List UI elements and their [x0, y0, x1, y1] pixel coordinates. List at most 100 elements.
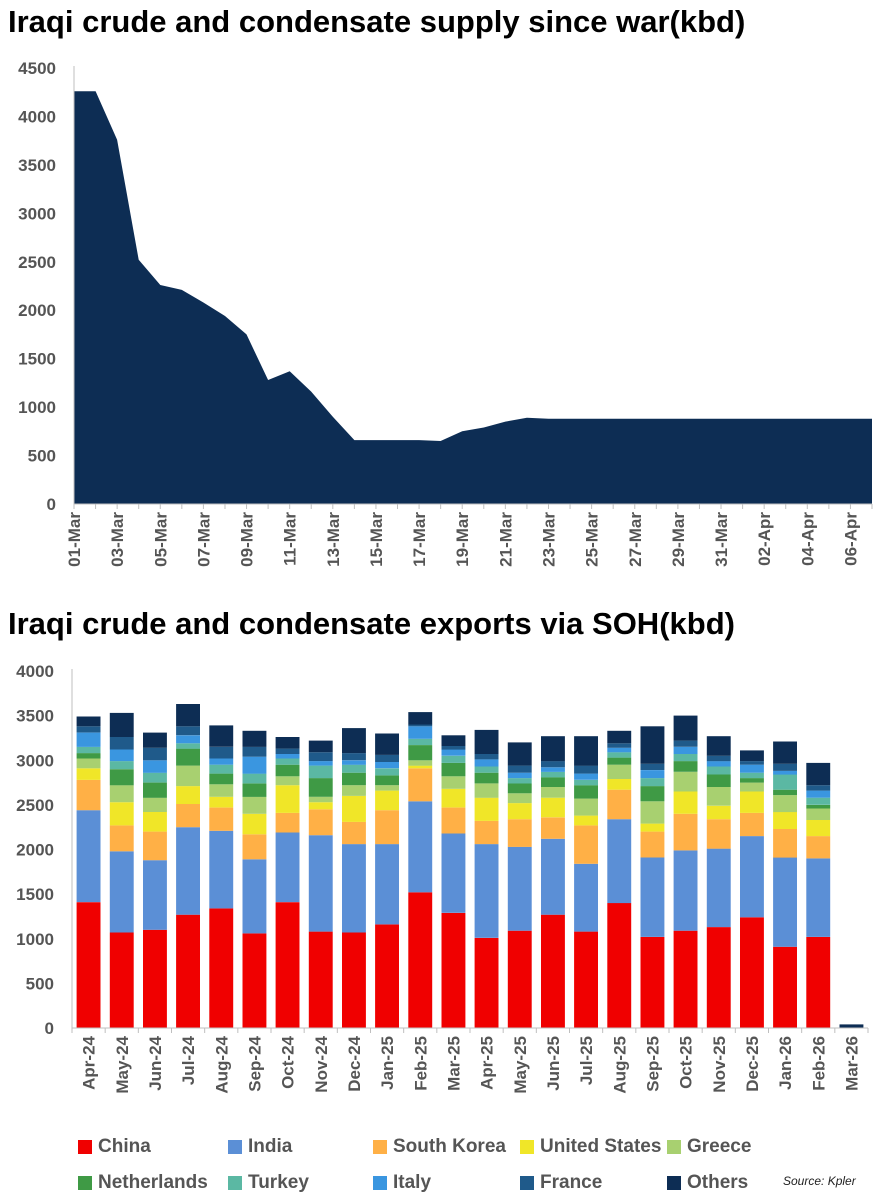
x-tick-label: 06-Apr — [841, 512, 860, 566]
bar-segment-france — [242, 746, 267, 757]
bar-segment-italy — [209, 758, 234, 765]
bar-segment-greece — [706, 787, 731, 806]
x-tick-label: May-24 — [113, 1035, 132, 1093]
legend-label: Turkey — [248, 1172, 309, 1193]
bar-segment-france — [275, 748, 300, 754]
bar-segment-china — [109, 932, 134, 1028]
bar-segment-greece — [375, 785, 399, 791]
bar-segment-united-states — [408, 765, 433, 769]
bar-segment-netherlands — [673, 761, 698, 772]
bar-segment-netherlands — [76, 753, 101, 759]
bar-segment-turkey — [242, 773, 267, 784]
bar-segment-south-korea — [242, 834, 267, 860]
x-tick-label: Mar-26 — [842, 1036, 861, 1091]
bar-segment-others — [773, 741, 797, 764]
bar-segment-others — [740, 750, 764, 762]
x-tick-label: Mar-25 — [444, 1036, 463, 1091]
x-tick-label: Feb-25 — [411, 1036, 430, 1091]
bar-segment-china — [143, 929, 167, 1028]
bar-segment-greece — [574, 798, 598, 816]
bar-segment-india — [673, 850, 698, 931]
bar-segment-united-states — [76, 768, 101, 780]
bar-segment-others — [607, 730, 632, 744]
legend-item-china: China — [78, 1136, 151, 1158]
bar-segment-china — [773, 946, 797, 1028]
bar-segment-netherlands — [806, 804, 831, 809]
bar-segment-united-states — [275, 785, 300, 813]
y-tick-label: 0 — [47, 495, 56, 514]
bar-segment-china — [242, 933, 267, 1028]
bar-segment-others — [109, 712, 134, 737]
bar-segment-others — [275, 737, 300, 749]
bar-segment-netherlands — [574, 785, 598, 799]
bar-segment-turkey — [209, 764, 234, 774]
bar-segment-netherlands — [408, 745, 433, 761]
bar-segment-france — [640, 763, 665, 770]
legend-swatch — [373, 1176, 387, 1190]
legend-label: South Korea — [393, 1136, 506, 1157]
bar-segment-turkey — [109, 761, 134, 770]
x-tick-label: 19-Mar — [453, 512, 472, 567]
bar-segment-china — [275, 902, 300, 1028]
bar-segment-india — [242, 859, 267, 934]
x-tick-label: Aug-24 — [212, 1035, 231, 1093]
bar-segment-china — [308, 931, 333, 1028]
x-tick-label: 21-Mar — [496, 512, 515, 567]
bar-segment-south-korea — [308, 809, 333, 836]
bar-segment-united-states — [740, 791, 764, 813]
bar-segment-india — [143, 860, 167, 930]
x-tick-label: 25-Mar — [583, 512, 602, 567]
bar-segment-france — [574, 765, 598, 774]
x-tick-label: May-25 — [511, 1036, 530, 1094]
x-tick-label: Dec-24 — [345, 1035, 364, 1091]
bar-segment-netherlands — [706, 774, 731, 787]
legend-item-turkey: Turkey — [228, 1172, 309, 1194]
legend-label: Greece — [687, 1136, 752, 1157]
x-tick-label: Jun-25 — [544, 1036, 563, 1091]
bar-segment-turkey — [574, 779, 598, 786]
x-tick-label: 07-Mar — [194, 512, 213, 567]
bar-segment-south-korea — [408, 768, 433, 802]
bar-segment-others — [574, 736, 598, 766]
bar-segment-netherlands — [740, 778, 764, 783]
legend-swatch — [78, 1140, 92, 1154]
bar-segment-united-states — [441, 788, 466, 808]
bar-segment-france — [474, 754, 499, 760]
supply-area — [74, 91, 872, 505]
bar-segment-netherlands — [109, 769, 134, 786]
bar-segment-netherlands — [541, 777, 565, 787]
y-tick-label: 3500 — [18, 156, 56, 175]
bar-segment-china — [441, 912, 466, 1028]
bar-segment-greece — [275, 776, 300, 786]
bar-segment-italy — [375, 762, 399, 769]
bar-segment-others — [242, 730, 267, 747]
bar-segment-italy — [607, 747, 632, 753]
bar-segment-italy — [109, 749, 134, 762]
legend-label: China — [98, 1136, 151, 1157]
bar-segment-netherlands — [308, 778, 333, 797]
bar-segment-france — [408, 724, 433, 727]
bar-segment-india — [76, 810, 101, 903]
bar-segment-china — [209, 908, 234, 1028]
bar-segment-italy — [441, 749, 466, 756]
legend-swatch — [373, 1140, 387, 1154]
bar-segment-india — [308, 835, 333, 932]
bar-segment-france — [706, 755, 731, 762]
bar-segment-greece — [640, 801, 665, 824]
x-tick-label: 23-Mar — [539, 512, 558, 567]
x-tick-label: Nov-24 — [312, 1035, 331, 1092]
bar-segment-others — [176, 704, 200, 727]
bar-segment-france — [806, 785, 831, 791]
bar-segment-greece — [441, 776, 466, 789]
legend-swatch — [520, 1140, 534, 1154]
bar-segment-south-korea — [76, 779, 101, 811]
bar-segment-netherlands — [242, 783, 267, 797]
bar-segment-greece — [176, 765, 200, 787]
y-tick-label: 0 — [45, 1019, 54, 1038]
bar-segment-turkey — [640, 778, 665, 787]
legend-item-south-korea: South Korea — [373, 1136, 506, 1158]
bar-segment-greece — [740, 782, 764, 792]
bar-segment-united-states — [308, 802, 333, 810]
bar-segment-netherlands — [640, 786, 665, 802]
bar-segment-china — [474, 937, 499, 1028]
